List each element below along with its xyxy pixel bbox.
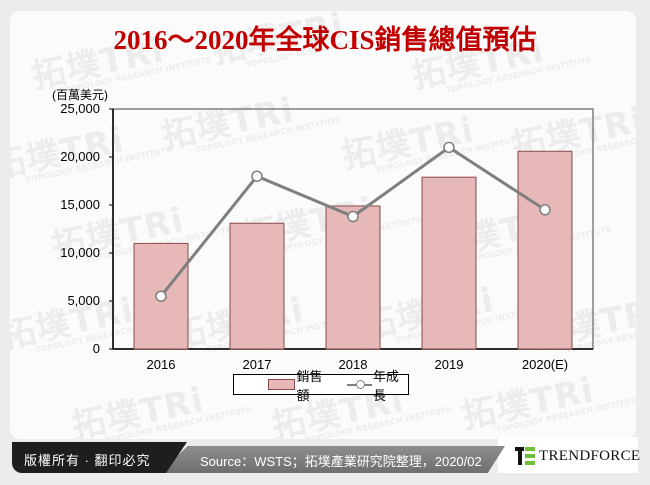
line-point-2020(E) xyxy=(539,204,551,216)
y-tick: 10,000 xyxy=(60,245,100,260)
y-axis-ticks xyxy=(109,108,113,350)
copyright-text: 版權所有 · 翻印必究 xyxy=(24,453,151,468)
y-tick: 0 xyxy=(92,341,100,356)
y-tick: 5,000 xyxy=(67,293,100,308)
bar-2018 xyxy=(325,205,381,350)
y-tick: 20,000 xyxy=(60,149,100,164)
line-point-2019 xyxy=(443,141,455,154)
x-tick: 2020(E) xyxy=(521,357,569,372)
source-text: Source：WSTS；拓墣產業研究院整理，2020/02 xyxy=(200,454,482,469)
y-tick: 15,000 xyxy=(60,197,100,212)
chart-title: 2016～2020年全球CIS銷售總值預估 xyxy=(113,25,537,55)
bar-swatch-icon xyxy=(268,379,295,390)
x-tick: 2016 xyxy=(146,357,176,372)
bar-2020(E) xyxy=(517,150,573,350)
line-series xyxy=(155,141,551,302)
line-marker-icon xyxy=(346,379,373,390)
x-tick: 2017 xyxy=(242,357,272,372)
x-tick: 2018 xyxy=(338,357,368,372)
footer-source-band xyxy=(160,446,505,473)
line-point-2016 xyxy=(155,290,167,302)
legend: 銷售額 年成長 xyxy=(233,369,409,403)
trendforce-logo: TRENDFORCE xyxy=(515,446,640,466)
y-tick: 25,000 xyxy=(60,101,100,116)
line-point-2017 xyxy=(251,170,263,182)
legend-item-sales: 銷售額 xyxy=(234,366,331,404)
legend-label-sales: 銷售額 xyxy=(296,368,323,403)
legend-label-growth: 年成長 xyxy=(372,368,399,403)
line-point-2018 xyxy=(347,210,359,223)
bar-2019 xyxy=(421,176,477,350)
legend-item-growth: 年成長 xyxy=(331,366,408,404)
footer-copyright-band xyxy=(12,442,187,473)
x-tick: 2019 xyxy=(434,357,464,372)
y-axis-unit: (百萬美元) xyxy=(52,88,108,102)
bar-2017 xyxy=(229,222,285,350)
logo-text: TRENDFORCE xyxy=(539,447,641,464)
trendforce-logo-icon xyxy=(515,447,535,465)
bar-series xyxy=(133,150,573,350)
